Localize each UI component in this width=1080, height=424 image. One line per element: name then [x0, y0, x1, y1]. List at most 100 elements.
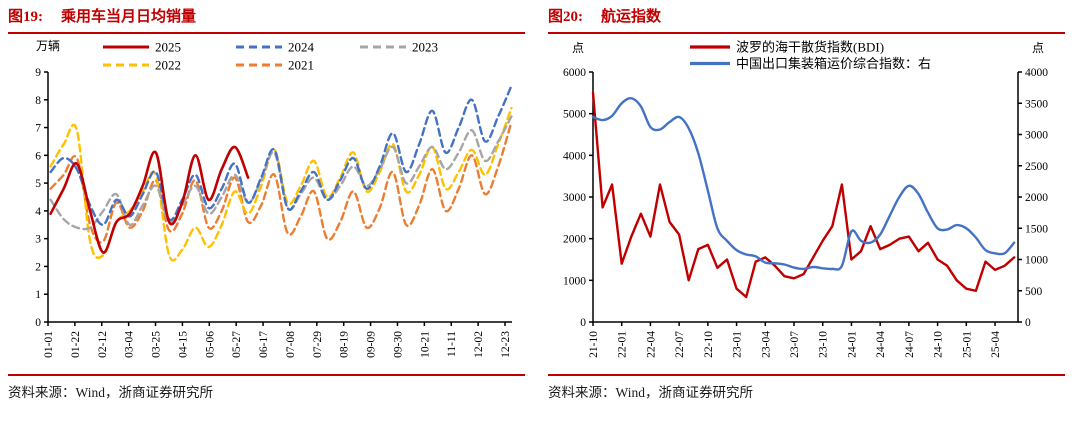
x-tick-label: 03-04: [124, 331, 136, 358]
y-left-axis-unit: 点: [572, 41, 584, 55]
y-tick-label: 7: [35, 123, 41, 135]
y-left-tick-label: 0: [580, 317, 586, 329]
x-tick-label: 23-07: [789, 331, 801, 358]
y-left-tick-label: 4000: [563, 150, 586, 162]
x-tick-label: 24-04: [875, 331, 887, 358]
x-tick-label: 23-10: [818, 331, 830, 358]
x-tick-label: 09-30: [392, 331, 404, 358]
series-2021-line: [49, 120, 513, 244]
shipping-index-chart: 0 1000 2000 3000 4000 5000 6000 0 500 1000 1500 200…: [563, 40, 1048, 358]
y-right-tick-label: 1000: [1025, 255, 1048, 267]
figure-title: 图20: 航运指数: [548, 6, 1065, 28]
y-right-tick-label: 2000: [1025, 192, 1048, 204]
legend-label: 2025: [155, 40, 181, 55]
legend-item-2022: 2022: [103, 58, 181, 73]
y-axis-unit: 万辆: [36, 39, 60, 53]
y-tick-label: 6: [35, 150, 41, 162]
legend-label: 2021: [288, 58, 314, 73]
legend-label: 2022: [155, 58, 181, 73]
y-left-tick-label: 1000: [563, 275, 586, 287]
legend-item-ccfi: 中国出口集装箱运价综合指数：右: [690, 56, 931, 71]
y-right-tick-label: 4000: [1025, 67, 1048, 79]
x-tick-label: 24-10: [933, 331, 945, 358]
y-tick-label: 1: [35, 289, 41, 301]
figure-title-text: 乘用车当月日均销量: [61, 9, 197, 25]
figure-title-text: 航运指数: [601, 9, 662, 25]
x-tick-label: 05-27: [231, 331, 243, 358]
x-tick-label: 02-12: [97, 331, 109, 358]
x-tick-label: 07-29: [312, 331, 324, 358]
ccfi-line: [591, 97, 1016, 271]
x-tick-label: 22-04: [645, 331, 657, 358]
title-divider: [548, 32, 1065, 34]
legend-item-2025: 2025: [103, 40, 181, 55]
series: [49, 84, 513, 262]
y-left-tick-label: 3000: [563, 192, 586, 204]
x-tick-label: 01-22: [70, 331, 82, 358]
series-2025-line: [49, 145, 250, 254]
y-right-tick-label: 2500: [1025, 161, 1048, 173]
source-note: 资料来源：Wind，浙商证券研究所: [8, 374, 525, 401]
x-tick-label: 23-01: [732, 331, 744, 358]
car-sales-chart: 0 1 2 3 4 5 6 7 8 9 01-01 01-22 02-12 03-04 03-25 04-15…: [35, 39, 513, 358]
x-tick-label: 01-01: [43, 331, 55, 358]
x-tick-label: 11-11: [446, 331, 458, 357]
x-tick-label: 06-17: [258, 331, 270, 358]
y-right-tick-label: 3500: [1025, 98, 1048, 110]
figure-title: 图19: 乘用车当月日均销量: [8, 6, 525, 28]
legend-label: 中国出口集装箱运价综合指数：右: [736, 56, 931, 71]
y-right-tick-label: 0: [1025, 317, 1031, 329]
x-tick-label: 12-23: [500, 331, 512, 358]
y-left-tick-label: 2000: [563, 234, 586, 246]
x-tick-label: 22-10: [703, 331, 715, 358]
y-tick-label: 9: [35, 67, 41, 79]
x-tick-label: 23-04: [760, 331, 772, 358]
legend-label: 2024: [288, 40, 315, 55]
y-tick-label: 2: [35, 261, 41, 273]
x-tick-label: 22-01: [617, 331, 629, 358]
legend-item-2021: 2021: [236, 58, 314, 73]
axes: 0 1000 2000 3000 4000 5000 6000 0 500 1000 1500 200…: [563, 41, 1048, 358]
x-tick-label: 10-21: [419, 331, 431, 358]
x-tick-label: 21-10: [588, 331, 600, 358]
y-tick-label: 4: [35, 206, 41, 218]
x-tick-label: 25-01: [961, 331, 973, 358]
x-tick-label: 22-07: [674, 331, 686, 358]
y-left-tick-label: 6000: [563, 67, 586, 79]
x-tick-label: 24-07: [904, 331, 916, 358]
axes: 0 1 2 3 4 5 6 7 8 9 01-01 01-22 02-12 03-04 03-25 04-15…: [35, 39, 512, 358]
y-left-tick-label: 5000: [563, 109, 586, 121]
x-tick-label: 24-01: [846, 331, 858, 358]
figure-label: 图19:: [8, 9, 43, 25]
x-tick-label: 05-06: [204, 331, 216, 358]
title-divider: [8, 32, 525, 34]
panel-car-sales: 图19: 乘用车当月日均销量 0 1 2 3 4 5 6 7 8 9 01-01 01-22 02-12 0…: [8, 6, 525, 401]
legend-item-2023: 2023: [360, 40, 438, 55]
y-tick-label: 5: [35, 178, 41, 190]
x-tick-label: 09-09: [366, 331, 378, 358]
legend-label: 波罗的海干散货指数(BDI): [736, 40, 884, 55]
legend: 2025 2024 2023 2022 2021: [103, 40, 438, 73]
source-note: 资料来源：Wind，浙商证券研究所: [548, 374, 1065, 401]
legend-label: 2023: [412, 40, 438, 55]
x-tick-label: 12-02: [473, 331, 485, 358]
y-tick-label: 3: [35, 234, 41, 246]
x-tick-label: 04-15: [177, 331, 189, 358]
y-tick-label: 0: [35, 317, 41, 329]
legend-item-bdi: 波罗的海干散货指数(BDI): [690, 40, 884, 55]
legend-item-2024: 2024: [236, 40, 315, 55]
bdi-line: [591, 91, 1016, 299]
x-tick-label: 07-08: [285, 331, 297, 358]
x-tick-label: 03-25: [151, 331, 163, 358]
y-right-tick-label: 1500: [1025, 223, 1048, 235]
x-tick-label: 25-04: [990, 331, 1002, 358]
series: [591, 91, 1016, 299]
x-tick-label: 08-19: [339, 331, 351, 358]
y-right-axis-unit: 点: [1032, 41, 1044, 55]
y-tick-label: 8: [35, 95, 41, 107]
legend: 波罗的海干散货指数(BDI)中国出口集装箱运价综合指数：右: [690, 40, 931, 71]
y-right-tick-label: 3000: [1025, 130, 1048, 142]
panel-shipping-index: 图20: 航运指数 0 1000 2000 3000 4000 5000 6000 0 500 10…: [540, 0, 1080, 424]
figure-label: 图20:: [548, 9, 583, 25]
